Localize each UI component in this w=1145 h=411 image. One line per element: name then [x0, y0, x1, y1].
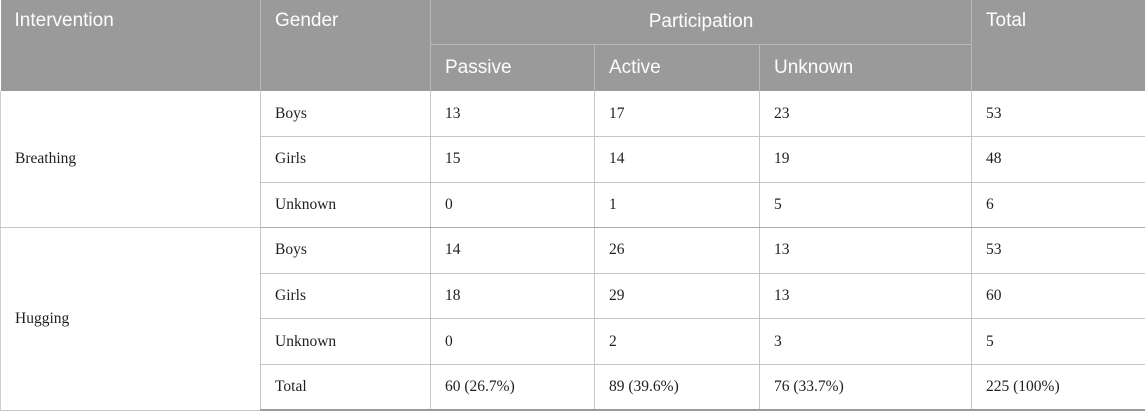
header-row-top: Intervention Gender Participation Total — [0, 0, 1145, 91]
header-unknown: Unknown — [759, 44, 972, 91]
header-participation: Participation — [430, 0, 972, 45]
cell-gender: Unknown — [260, 318, 431, 365]
table-row: Girls 18 29 13 60 — [1, 273, 1145, 320]
cell-unknown: 23 — [759, 91, 972, 138]
cell-active: 26 — [594, 227, 760, 274]
cell-unknown: 19 — [759, 136, 972, 183]
cell-passive: 0 — [430, 182, 595, 229]
cell-active: 17 — [594, 91, 760, 138]
cell-gender: Girls — [260, 136, 431, 183]
cell-total: 48 — [971, 136, 1145, 183]
cell-passive: 18 — [430, 273, 595, 320]
table-row: Hugging Boys 14 26 13 53 — [0, 227, 1145, 411]
cell-active: 2 — [594, 318, 760, 365]
cell-active-total: 89 (39.6%) — [594, 364, 760, 411]
header-total: Total — [971, 0, 1145, 91]
cell-grand-total: 225 (100%) — [971, 364, 1145, 411]
cell-unknown: 5 — [759, 182, 972, 229]
header-passive: Passive — [430, 44, 595, 91]
intervention-cell-hugging: Hugging — [0, 227, 261, 411]
cell-gender: Girls — [260, 273, 431, 320]
cell-gender-total-label: Total — [260, 364, 431, 411]
cell-total: 53 — [971, 91, 1145, 138]
cell-gender: Boys — [260, 227, 431, 274]
cell-passive: 15 — [430, 136, 595, 183]
table-row: Girls 15 14 19 48 — [1, 136, 1145, 183]
cell-total: 60 — [971, 273, 1145, 320]
intervention-cell-breathing: Breathing — [0, 91, 261, 229]
table-row: Unknown 0 2 3 5 — [1, 318, 1145, 365]
table-row-totals: Total 60 (26.7%) 89 (39.6%) 76 (33.7%) 2… — [1, 364, 1145, 411]
cell-total: 6 — [971, 182, 1145, 229]
cell-total: 53 — [971, 227, 1145, 274]
cell-active: 14 — [594, 136, 760, 183]
cell-unknown: 3 — [759, 318, 972, 365]
cell-unknown: 13 — [759, 227, 972, 274]
table-body: Breathing Boys 13 17 23 53 Girls 15 14 1… — [0, 91, 1145, 411]
cell-passive: 13 — [430, 91, 595, 138]
table-header: Intervention Gender Participation Total … — [0, 0, 1145, 91]
header-row-sub: Passive Active Unknown — [1, 44, 1145, 91]
cell-active: 29 — [594, 273, 760, 320]
cell-gender: Boys — [260, 91, 431, 138]
cell-gender: Unknown — [260, 182, 431, 229]
header-intervention: Intervention — [0, 0, 261, 91]
header-active: Active — [594, 44, 760, 91]
cell-total: 5 — [971, 318, 1145, 365]
cell-passive-total: 60 (26.7%) — [430, 364, 595, 411]
cell-unknown: 13 — [759, 273, 972, 320]
table-row: Unknown 0 1 5 6 — [1, 182, 1145, 229]
cell-passive: 14 — [430, 227, 595, 274]
cell-passive: 0 — [430, 318, 595, 365]
cell-active: 1 — [594, 182, 760, 229]
table-row: Breathing Boys 13 17 23 53 — [0, 91, 1145, 229]
cell-unknown-total: 76 (33.7%) — [759, 364, 972, 411]
header-gender: Gender — [260, 0, 431, 91]
